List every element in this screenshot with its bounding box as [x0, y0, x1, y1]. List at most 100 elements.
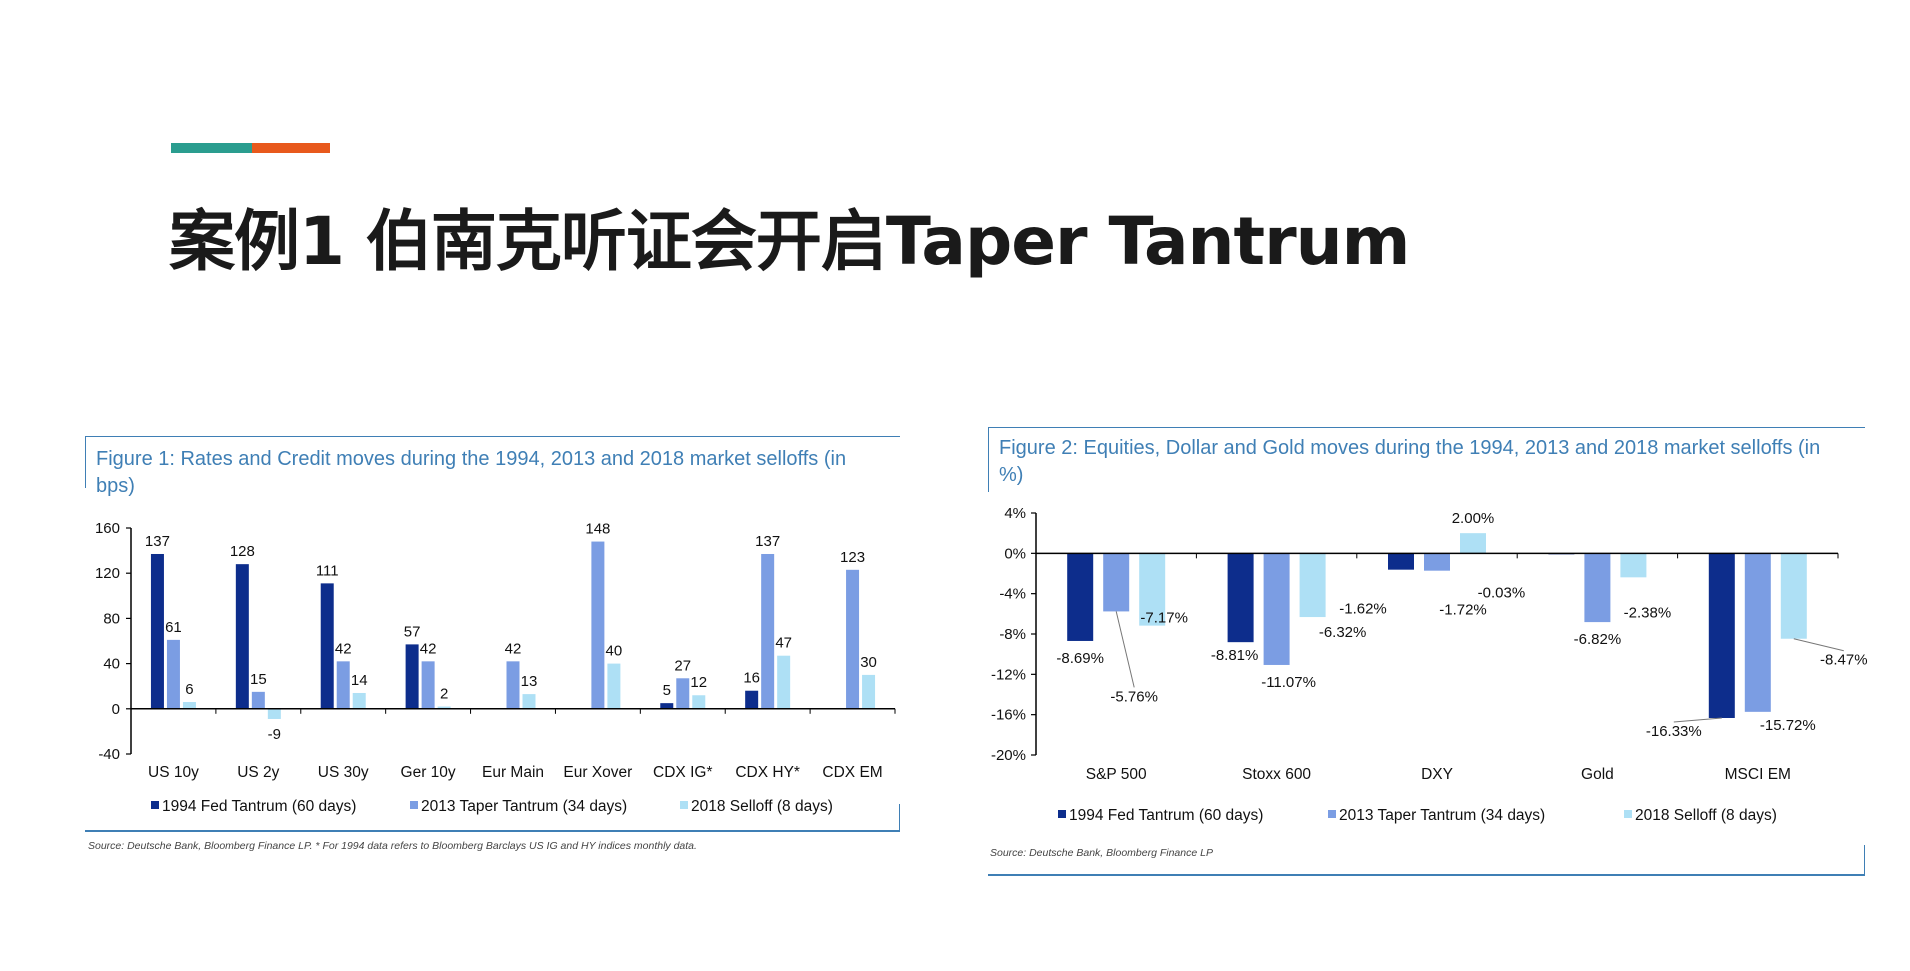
bar-msci-em-1994: [1708, 553, 1735, 718]
bar-msci-em-2013: [1744, 553, 1771, 712]
legend-label: 2018 Selloff (8 days): [1635, 807, 1777, 824]
y-tick-label: -8%: [999, 626, 1026, 643]
x-tick-label: Eur Main: [482, 764, 544, 781]
data-label: -1.72%: [1439, 602, 1487, 619]
x-tick-label: Gold: [1581, 766, 1614, 783]
figure-1-frame: [85, 436, 900, 832]
data-label: 27: [674, 657, 691, 674]
data-label: 128: [230, 543, 255, 560]
bar-us-30y-1994: [320, 583, 334, 709]
bar-s-p-500-1994: [1067, 553, 1094, 641]
data-label: -8.47%: [1820, 652, 1868, 669]
bar-eur-xover-2013: [591, 541, 605, 709]
y-tick-label: -12%: [991, 666, 1026, 683]
data-label: 57: [404, 623, 421, 640]
bar-cdx-hy-1994: [745, 690, 759, 709]
bar-cdx-ig-2013: [676, 678, 690, 709]
bar-ger-10y-1994: [405, 644, 419, 709]
leader-line: [1673, 717, 1722, 723]
data-label: 42: [420, 640, 437, 657]
data-label: 6: [185, 681, 193, 698]
data-label: 137: [755, 533, 780, 550]
x-tick-label: CDX HY*: [735, 764, 800, 781]
figure-2-equities-dollar-gold: Figure 2: Equities, Dollar and Gold move…: [988, 427, 1868, 877]
data-label: -7.17%: [1140, 610, 1188, 627]
leader-line: [1793, 638, 1844, 652]
x-tick-label: Ger 10y: [401, 764, 456, 781]
figure-2-source: Source: Deutsche Bank, Bloomberg Finance…: [990, 847, 1213, 859]
bar-stoxx-600-1994: [1227, 553, 1254, 643]
figure-1-rates-credit: Figure 1: Rates and Credit moves during …: [85, 436, 900, 868]
bar-dxy-1994: [1388, 553, 1414, 570]
data-label: 14: [351, 672, 368, 689]
leader-line: [1115, 611, 1135, 688]
data-label: 148: [585, 521, 610, 538]
bar-dxy-2018: [1460, 533, 1486, 554]
legend-swatch: [151, 801, 159, 809]
accent-bar-teal: [171, 143, 252, 153]
y-tick-label: 0: [112, 701, 120, 718]
figure-2-chart: 4% 0% -4% -8% -12% -16% -20% -8.69% -5.76% -7.17%…: [991, 505, 1868, 824]
bar-us-2y-2018: [267, 708, 281, 719]
bar-eur-main-2013: [506, 661, 520, 709]
bar-cdx-ig-2018: [692, 695, 706, 709]
data-label: 47: [775, 635, 792, 652]
data-label: -0.03%: [1478, 585, 1526, 602]
data-label: 137: [145, 533, 170, 550]
data-label: 2: [440, 686, 448, 703]
accent-bar-orange: [252, 143, 330, 153]
data-label: 111: [316, 562, 339, 579]
data-label: 123: [840, 549, 865, 566]
bar-cdx-em-2013: [846, 569, 860, 709]
data-label: 12: [690, 674, 707, 691]
bar-gold-2013: [1584, 553, 1611, 623]
y-tick-label: -20%: [991, 747, 1026, 764]
bar-us-10y-2013: [166, 639, 180, 709]
figure-2-title: Figure 2: Equities, Dollar and Gold move…: [999, 437, 1821, 486]
y-tick-label: -40: [98, 746, 120, 763]
bar-us-2y-2013: [251, 691, 265, 709]
data-label: -6.32%: [1319, 624, 1367, 641]
data-label: 30: [860, 654, 877, 671]
y-tick-label: -4%: [999, 586, 1026, 603]
y-tick-label: 160: [95, 520, 120, 537]
x-tick-label: DXY: [1421, 766, 1453, 783]
data-label: 40: [606, 643, 623, 660]
bar-us-10y-2018: [182, 702, 196, 709]
data-label: -15.72%: [1760, 717, 1816, 734]
bar-us-10y-1994: [150, 553, 164, 709]
data-label: 15: [250, 671, 267, 688]
x-tick-label: Stoxx 600: [1242, 766, 1311, 783]
bar-eur-main-2018: [522, 694, 536, 709]
legend-swatch: [1058, 810, 1066, 818]
x-tick-label: MSCI EM: [1725, 766, 1791, 783]
bar-stoxx-600-2013: [1263, 553, 1290, 665]
y-tick-label: 40: [103, 656, 120, 673]
x-tick-label: US 2y: [237, 764, 279, 781]
bar-eur-xover-2018: [607, 663, 621, 709]
data-label: -6.82%: [1574, 631, 1622, 648]
slide-title: 案例1 伯南克听证会开启Taper Tantrum: [169, 203, 1410, 280]
y-tick-label: -16%: [991, 707, 1026, 724]
x-tick-label: CDX EM: [822, 764, 882, 781]
bar-ger-10y-2018: [437, 706, 451, 709]
data-label: -1.62%: [1339, 601, 1387, 618]
data-label: 42: [335, 640, 352, 657]
bar-stoxx-600-2018: [1299, 553, 1326, 618]
legend-label: 1994 Fed Tantrum (60 days): [1069, 807, 1263, 824]
x-tick-label: Eur Xover: [563, 764, 632, 781]
legend-swatch: [410, 801, 418, 809]
bar-us-2y-1994: [235, 564, 249, 709]
data-label: 13: [521, 673, 538, 690]
bar-s-p-500-2013: [1103, 553, 1130, 612]
bar-dxy-2013: [1424, 553, 1450, 571]
title-accent-bar: [171, 143, 330, 153]
y-tick-label: 4%: [1004, 505, 1026, 522]
y-tick-label: 120: [95, 565, 120, 582]
data-label: -8.69%: [1056, 650, 1104, 667]
data-label: 2.00%: [1452, 510, 1495, 527]
data-label: -5.76%: [1110, 688, 1158, 705]
data-label: -2.38%: [1624, 604, 1672, 621]
x-tick-label: US 30y: [318, 764, 369, 781]
data-label: 16: [743, 670, 760, 687]
